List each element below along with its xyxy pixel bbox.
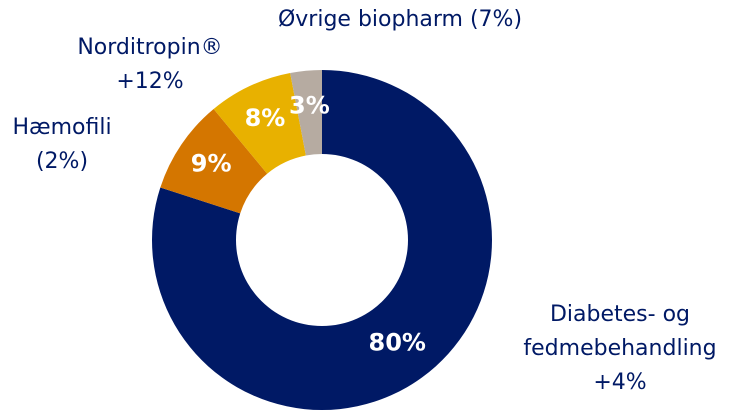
slice — [160, 109, 268, 214]
category-line: +12% — [116, 69, 183, 94]
category-label: Diabetes- og fedmebehandling +4% — [523, 302, 716, 395]
category-line: Øvrige biopharm (7%) — [278, 7, 522, 32]
value-label: 9% — [191, 150, 232, 178]
category-line: +4% — [593, 370, 646, 395]
slice — [152, 70, 492, 410]
category-line: fedmebehandling — [523, 336, 716, 361]
value-label: 8% — [245, 104, 286, 132]
category-line: Norditropin® — [77, 35, 222, 60]
value-label: 3% — [289, 92, 330, 120]
slice — [290, 70, 322, 156]
category-label: Hæmofili (2%) — [12, 115, 111, 174]
slice — [213, 73, 306, 174]
category-label: Norditropin® +12% — [77, 35, 222, 94]
category-label: Øvrige biopharm (7%) — [278, 7, 522, 32]
category-line: Diabetes- og — [550, 302, 690, 327]
category-line: (2%) — [36, 149, 88, 174]
category-line: Hæmofili — [12, 115, 111, 140]
value-label: 80% — [369, 329, 426, 357]
